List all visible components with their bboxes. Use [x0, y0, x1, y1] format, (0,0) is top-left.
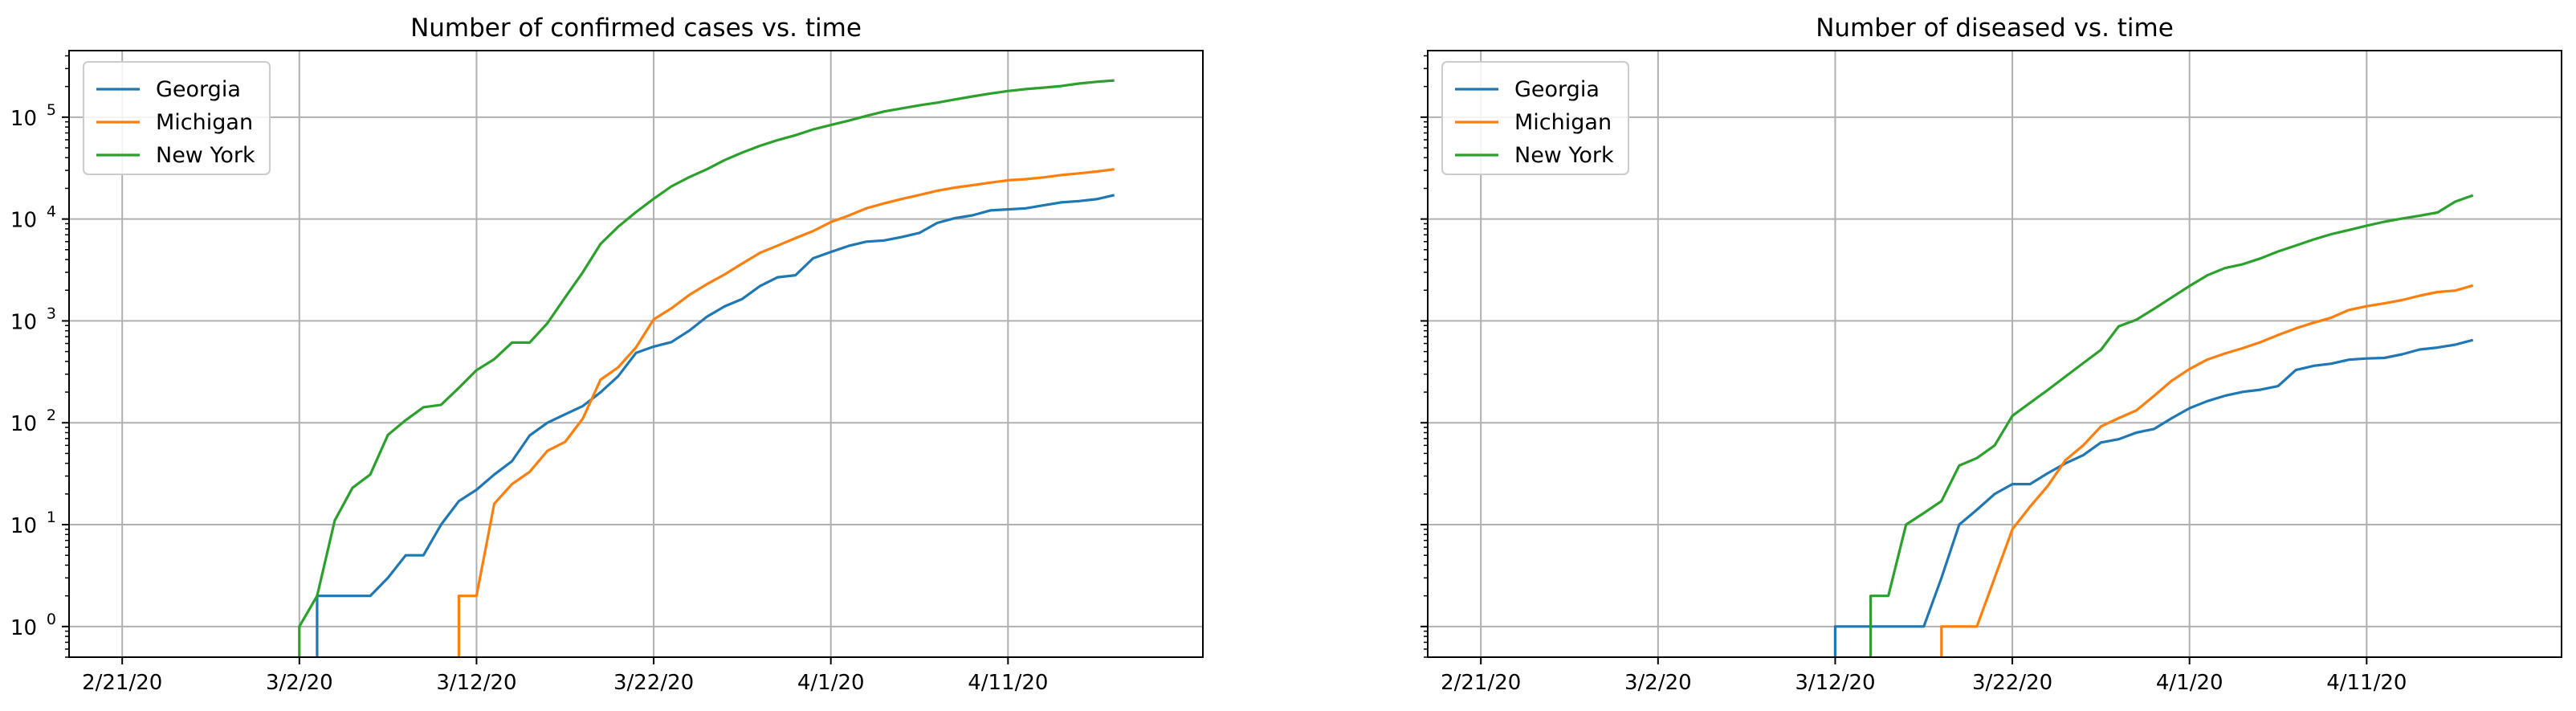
x-tick-label: 3/22/20 [613, 671, 694, 695]
x-tick-label: 2/21/20 [82, 671, 162, 695]
plot-area-right: 2/21/20 3/2/20 3/12/20 3/22/20 4/1/20 4/11/20… [1420, 50, 2562, 695]
chart-title: Number of diseased vs. time [1816, 14, 2174, 43]
x-tick-label: 4/1/20 [2156, 671, 2223, 695]
series-line-michigan [1940, 284, 2474, 657]
legend-label: New York [156, 143, 255, 168]
y-tick-exponent: 3 [47, 304, 56, 322]
y-tick-exponent: 1 [47, 509, 56, 526]
legend-label: Georgia [156, 77, 241, 102]
series-line-georgia [316, 194, 1115, 657]
x-tick-label: 4/11/20 [968, 671, 1048, 695]
chart-confirmed-cases: Number of confirmed cases vs. time 2/21/… [10, 14, 1204, 695]
x-tick-label: 3/2/20 [266, 671, 333, 695]
y-tick-label: 10 [10, 616, 37, 640]
series-line-new-york [1869, 194, 2474, 657]
y-tick-exponent: 4 [47, 203, 56, 221]
y-tick-exponent: 0 [47, 611, 56, 628]
x-tick-label: 3/2/20 [1624, 671, 1692, 695]
x-tick-label: 3/12/20 [436, 671, 516, 695]
y-tick-label: 10 [10, 107, 37, 131]
x-tick-label: 4/1/20 [797, 671, 865, 695]
x-tick-label: 3/12/20 [1795, 671, 1875, 695]
x-tick-label: 3/22/20 [1972, 671, 2052, 695]
y-tick-exponent: 2 [47, 407, 56, 424]
legend-label: Michigan [156, 110, 253, 135]
axes-frame [1427, 50, 2562, 658]
legend-label: Georgia [1514, 77, 1600, 102]
axes-frame [68, 50, 1204, 658]
chart-deceased: Number of diseased vs. time 2/21/20 3/2/2… [1420, 14, 2562, 695]
x-tick-label: 2/21/20 [1441, 671, 1521, 695]
y-tick-label: 10 [10, 310, 37, 334]
chart-title: Number of confirmed cases vs. time [410, 14, 862, 43]
y-tick-label: 10 [10, 412, 37, 436]
plot-area-left: 2/21/20 3/2/20 3/12/20 3/22/20 4/1/20 4/11/20… [10, 50, 1204, 695]
y-tick-label: 10 [10, 209, 37, 233]
y-tick-label: 10 [10, 514, 37, 538]
series-line-michigan [457, 168, 1115, 657]
series-line-new-york [298, 79, 1115, 657]
x-tick-label: 4/11/20 [2326, 671, 2407, 695]
legend-label: Michigan [1514, 110, 1612, 135]
legend-label: New York [1514, 143, 1614, 168]
y-tick-exponent: 5 [47, 101, 56, 119]
series-line-georgia [1833, 338, 2474, 657]
